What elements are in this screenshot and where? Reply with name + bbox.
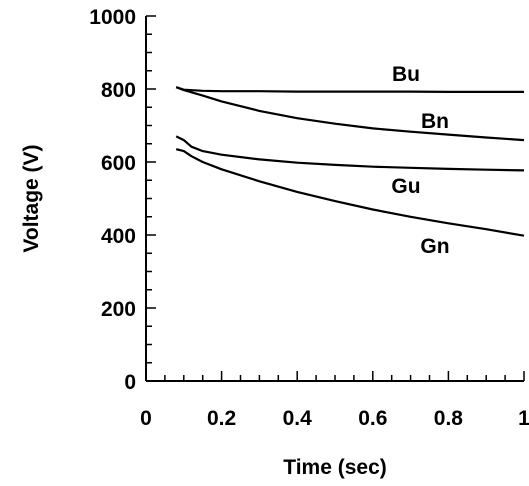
axes: 0 200 400 600 800 1000 0 0.2 0.4 0.6 0.8 1 [89, 6, 529, 430]
y-tick-label: 1000 [89, 6, 136, 29]
x-axis-title: Time (sec) [283, 456, 387, 479]
x-tick-label: 0.6 [358, 407, 387, 430]
series-label-bn: Bn [421, 110, 449, 133]
y-axis-title: Voltage (V) [20, 144, 43, 252]
y-tick-label: 200 [101, 298, 136, 321]
series-line-gu [175, 135, 525, 172]
y-tick-label: 400 [101, 225, 136, 248]
x-tick-label: 1 [518, 407, 529, 430]
series-line-bu [175, 86, 524, 94]
x-tick-label: 0.8 [434, 407, 464, 430]
x-tick-label: 0.4 [283, 407, 313, 430]
series-line-gn [175, 148, 525, 237]
series-label-gu: Gu [391, 175, 420, 198]
series-label-bu: Bu [392, 63, 420, 86]
x-tick-label: 0 [140, 407, 152, 430]
y-tick-label: 0 [124, 371, 136, 394]
x-tick-label: 0.2 [207, 407, 236, 430]
y-tick-label: 600 [101, 152, 136, 175]
series-lines [175, 86, 525, 237]
series-label-gn: Gn [420, 235, 449, 258]
y-tick-label: 800 [101, 79, 136, 102]
series-labels: Bu Bn Gu Gn [391, 63, 449, 258]
series-line-bn [175, 86, 525, 142]
